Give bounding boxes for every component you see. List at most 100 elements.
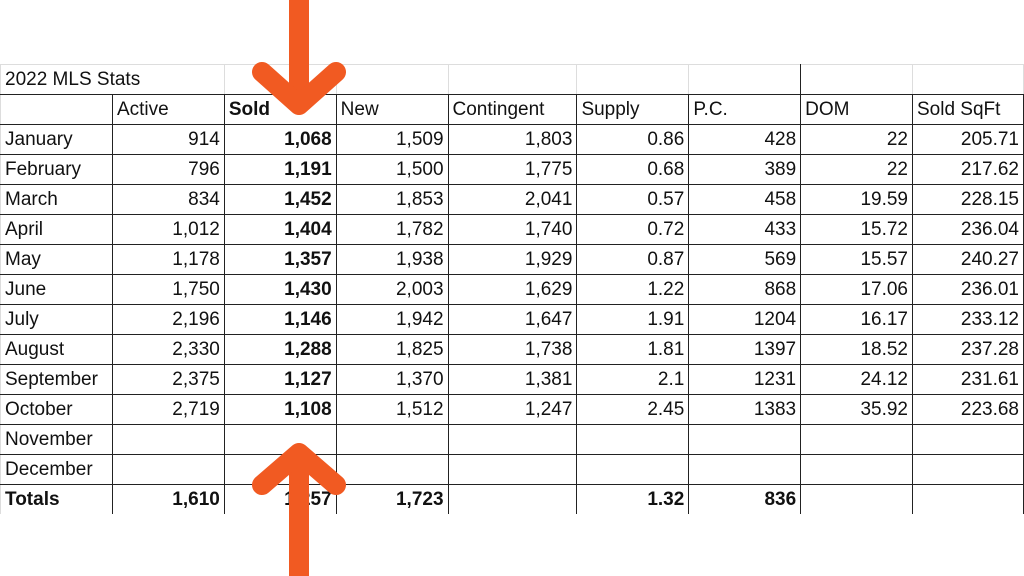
- column-header[interactable]: New: [336, 94, 449, 125]
- table-cell[interactable]: 22: [800, 124, 913, 155]
- table-cell[interactable]: 1,288: [224, 334, 337, 365]
- table-cell[interactable]: 0.72: [576, 214, 690, 245]
- table-cell[interactable]: 15.72: [800, 214, 913, 245]
- column-header[interactable]: Supply: [576, 94, 690, 125]
- table-cell[interactable]: [336, 424, 449, 455]
- table-cell[interactable]: 1,127: [224, 364, 337, 395]
- table-cell[interactable]: 228.15: [912, 184, 1024, 215]
- table-cell[interactable]: 236.04: [912, 214, 1024, 245]
- table-cell[interactable]: 17.06: [800, 274, 913, 305]
- table-cell[interactable]: 1.22: [576, 274, 690, 305]
- table-cell[interactable]: [688, 454, 802, 485]
- table-cell[interactable]: 458: [688, 184, 802, 215]
- table-cell[interactable]: 796: [112, 154, 225, 185]
- table-cell[interactable]: 836: [688, 484, 802, 514]
- table-cell[interactable]: 1,452: [224, 184, 337, 215]
- table-cell[interactable]: 1,740: [448, 214, 578, 245]
- row-label[interactable]: October: [0, 394, 113, 425]
- table-cell[interactable]: 1,738: [448, 334, 578, 365]
- table-cell[interactable]: 1,610: [112, 484, 225, 514]
- table-cell[interactable]: 1,191: [224, 154, 337, 185]
- table-cell[interactable]: 2.45: [576, 394, 690, 425]
- table-cell[interactable]: 2,003: [336, 274, 449, 305]
- column-header[interactable]: Active: [112, 94, 225, 125]
- table-cell[interactable]: 0.87: [576, 244, 690, 275]
- title-blank-cell[interactable]: [688, 64, 802, 95]
- table-cell[interactable]: 1,381: [448, 364, 578, 395]
- table-cell[interactable]: [112, 454, 225, 485]
- table-cell[interactable]: 2.1: [576, 364, 690, 395]
- table-cell[interactable]: 569: [688, 244, 802, 275]
- table-cell[interactable]: 18.52: [800, 334, 913, 365]
- table-cell[interactable]: [448, 424, 578, 455]
- table-cell[interactable]: 1,782: [336, 214, 449, 245]
- table-cell[interactable]: 1204: [688, 304, 802, 335]
- table-cell[interactable]: [224, 424, 337, 455]
- table-cell[interactable]: [800, 484, 913, 514]
- table-cell[interactable]: 1,803: [448, 124, 578, 155]
- table-cell[interactable]: [912, 424, 1024, 455]
- table-cell[interactable]: 1,357: [224, 244, 337, 275]
- row-label[interactable]: September: [0, 364, 113, 395]
- table-cell[interactable]: 1,430: [224, 274, 337, 305]
- row-label[interactable]: April: [0, 214, 113, 245]
- table-cell[interactable]: 2,330: [112, 334, 225, 365]
- table-cell[interactable]: 1,068: [224, 124, 337, 155]
- table-cell[interactable]: 2,041: [448, 184, 578, 215]
- table-cell[interactable]: 1,750: [112, 274, 225, 305]
- table-cell[interactable]: 1383: [688, 394, 802, 425]
- table-cell[interactable]: 1231: [688, 364, 802, 395]
- title-blank-cell[interactable]: [448, 64, 578, 95]
- table-cell[interactable]: 1,370: [336, 364, 449, 395]
- table-cell[interactable]: 0.57: [576, 184, 690, 215]
- column-header[interactable]: Contingent: [448, 94, 578, 125]
- table-cell[interactable]: 1,825: [336, 334, 449, 365]
- column-header[interactable]: P.C.: [688, 94, 802, 125]
- table-cell[interactable]: 1,178: [112, 244, 225, 275]
- table-cell[interactable]: 1,775: [448, 154, 578, 185]
- title-blank-cell[interactable]: [800, 64, 913, 95]
- table-cell[interactable]: [112, 424, 225, 455]
- table-cell[interactable]: 236.01: [912, 274, 1024, 305]
- table-cell[interactable]: 240.27: [912, 244, 1024, 275]
- title-blank-cell[interactable]: [336, 64, 449, 95]
- table-cell[interactable]: 0.86: [576, 124, 690, 155]
- table-cell[interactable]: [912, 484, 1024, 514]
- row-label[interactable]: February: [0, 154, 113, 185]
- table-cell[interactable]: 433: [688, 214, 802, 245]
- table-cell[interactable]: [800, 424, 913, 455]
- row-label[interactable]: Totals: [0, 484, 113, 514]
- column-header[interactable]: Sold SqFt: [912, 94, 1024, 125]
- table-cell[interactable]: 1,247: [448, 394, 578, 425]
- column-header[interactable]: [0, 94, 113, 125]
- table-cell[interactable]: 1,942: [336, 304, 449, 335]
- table-cell[interactable]: 1,853: [336, 184, 449, 215]
- row-label[interactable]: July: [0, 304, 113, 335]
- table-cell[interactable]: 1,500: [336, 154, 449, 185]
- table-cell[interactable]: 1.32: [576, 484, 690, 514]
- row-label[interactable]: May: [0, 244, 113, 275]
- table-cell[interactable]: 1,647: [448, 304, 578, 335]
- table-cell[interactable]: 19.59: [800, 184, 913, 215]
- table-cell[interactable]: [688, 424, 802, 455]
- table-cell[interactable]: [448, 454, 578, 485]
- table-cell[interactable]: 2,375: [112, 364, 225, 395]
- row-label[interactable]: November: [0, 424, 113, 455]
- table-cell[interactable]: 1397: [688, 334, 802, 365]
- table-cell[interactable]: [336, 454, 449, 485]
- table-cell[interactable]: [448, 484, 578, 514]
- table-cell[interactable]: 1,509: [336, 124, 449, 155]
- table-cell[interactable]: 22: [800, 154, 913, 185]
- row-label[interactable]: March: [0, 184, 113, 215]
- table-cell[interactable]: 1,108: [224, 394, 337, 425]
- table-cell[interactable]: 428: [688, 124, 802, 155]
- table-cell[interactable]: 217.62: [912, 154, 1024, 185]
- row-label[interactable]: December: [0, 454, 113, 485]
- table-cell[interactable]: [800, 454, 913, 485]
- sheet-title[interactable]: 2022 MLS Stats: [0, 64, 225, 95]
- table-cell[interactable]: 914: [112, 124, 225, 155]
- table-cell[interactable]: 1,629: [448, 274, 578, 305]
- table-cell[interactable]: 0.68: [576, 154, 690, 185]
- table-cell[interactable]: 834: [112, 184, 225, 215]
- table-cell[interactable]: 16.17: [800, 304, 913, 335]
